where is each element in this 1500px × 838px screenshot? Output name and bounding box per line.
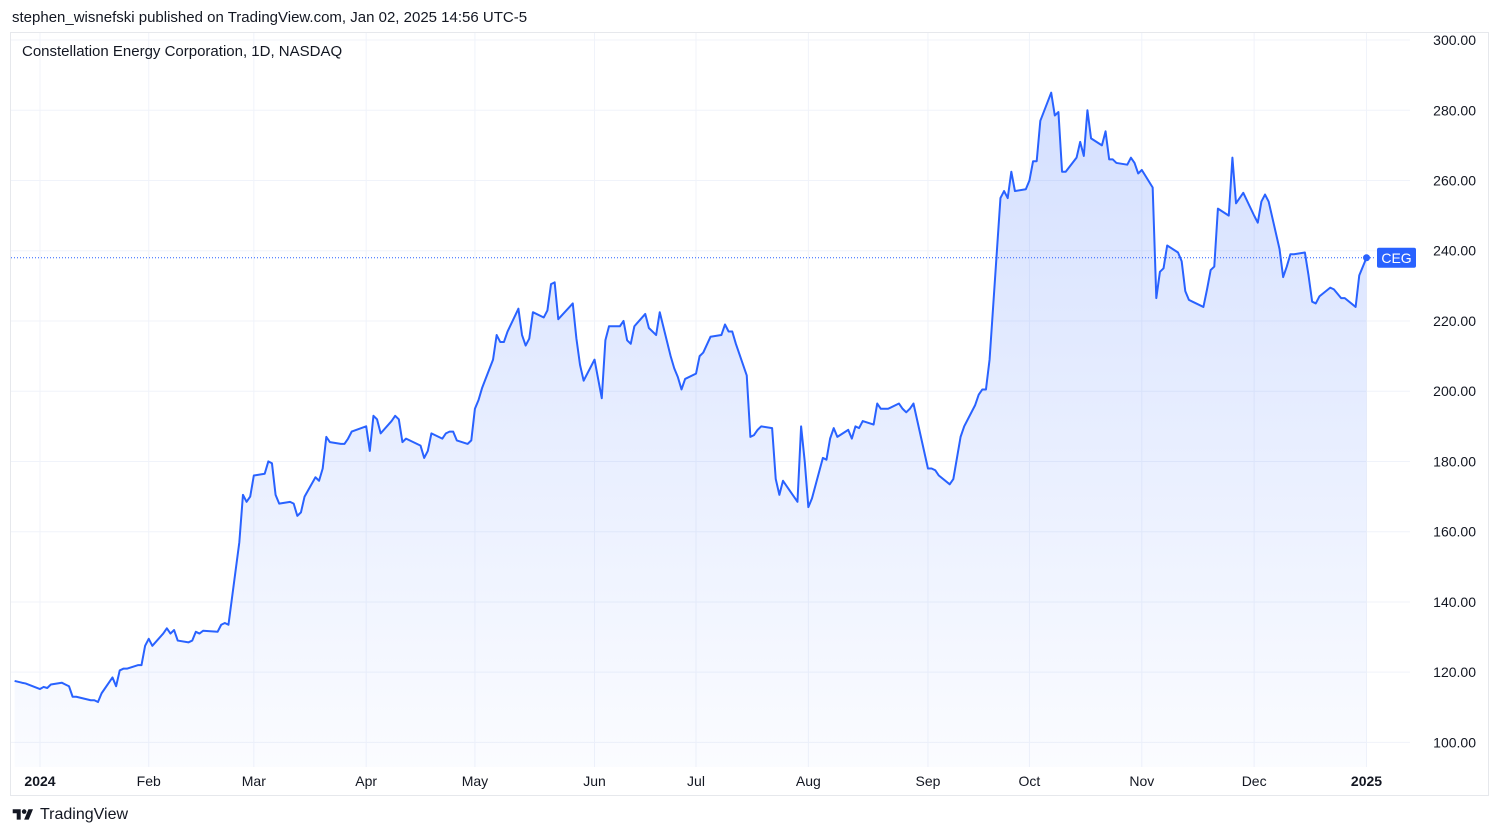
- last-value-layer: CEG: [11, 247, 1416, 268]
- x-tick-label: Aug: [796, 773, 821, 789]
- price-area: [14, 92, 1367, 767]
- x-tick-label: Oct: [1019, 773, 1041, 789]
- y-tick-label: 280.00: [1433, 102, 1476, 118]
- x-tick-label: Jul: [687, 773, 705, 789]
- x-tick-label: Dec: [1242, 773, 1267, 789]
- y-axis: 100.00 120.00 140.00 160.00 180.00 200.00 220.…: [1433, 32, 1476, 750]
- symbol-badge-label: CEG: [1381, 250, 1411, 266]
- y-tick-label: 220.00: [1433, 313, 1476, 329]
- price-line: [14, 91, 1368, 704]
- x-tick-label: Nov: [1129, 773, 1154, 789]
- last-value-point: [1363, 254, 1371, 262]
- x-tick-label: Feb: [137, 773, 161, 789]
- x-tick-label: Apr: [355, 773, 377, 789]
- y-tick-label: 240.00: [1433, 243, 1476, 259]
- footer-brand[interactable]: TradingView: [12, 806, 128, 824]
- x-tick-label: May: [462, 773, 488, 789]
- x-axis: 2024 Feb Mar Apr May Jun Jul Aug Sep Oct Nov Dec 202…: [24, 773, 1382, 789]
- y-tick-label: 120.00: [1433, 664, 1476, 680]
- x-tick-label: 2025: [1351, 773, 1382, 789]
- y-tick-label: 180.00: [1433, 453, 1476, 469]
- footer-brand-text: TradingView: [40, 806, 129, 823]
- y-tick-label: 200.00: [1433, 383, 1476, 399]
- y-tick-label: 100.00: [1433, 734, 1476, 750]
- published-line: stephen_wisnefski published on TradingVi…: [12, 9, 528, 26]
- y-tick-label: 300.00: [1433, 32, 1476, 48]
- x-tick-label: Mar: [242, 773, 266, 789]
- y-tick-label: 260.00: [1433, 173, 1476, 189]
- chart-title: Constellation Energy Corporation, 1D, NA…: [22, 43, 343, 60]
- x-tick-label: 2024: [24, 773, 55, 789]
- tradingview-logo-icon: [12, 809, 33, 820]
- line-layer: [14, 91, 1368, 704]
- x-tick-label: Sep: [916, 773, 941, 789]
- x-tick-label: Jun: [583, 773, 606, 789]
- chart-frame: [10, 32, 1489, 796]
- area-layer: [14, 92, 1367, 767]
- symbol-badge: [1377, 247, 1416, 268]
- y-tick-label: 160.00: [1433, 524, 1476, 540]
- y-tick-label: 140.00: [1433, 594, 1476, 610]
